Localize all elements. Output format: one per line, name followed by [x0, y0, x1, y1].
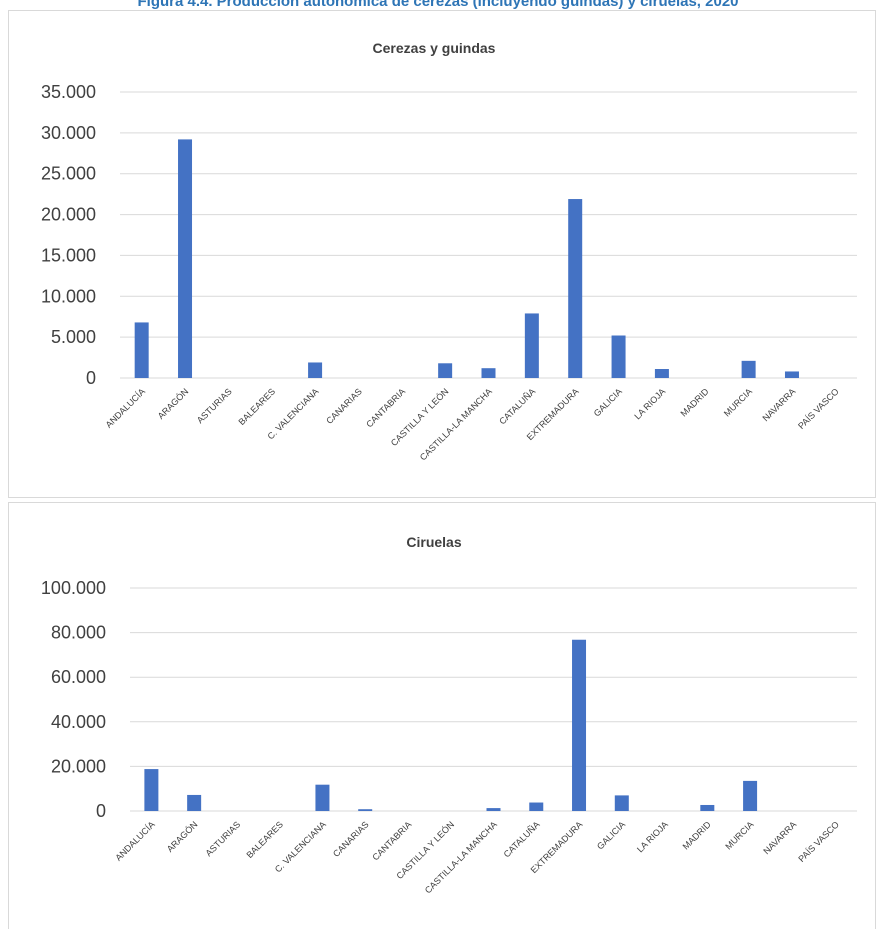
x-tick-label: LA RIOJA — [632, 386, 667, 421]
bar-murcia — [741, 360, 756, 378]
x-tick-label: ANDALUCÍA — [104, 386, 147, 429]
y-tick-label: 25.000 — [41, 164, 96, 184]
chart-title: Ciruelas — [406, 534, 461, 550]
bar-murcia — [743, 780, 758, 811]
bar-c-valenciana — [315, 784, 330, 811]
bar-cataluña — [524, 313, 539, 378]
bar-navarra — [784, 371, 799, 378]
bar-galicia — [614, 795, 629, 811]
chart-panel-cerezas: Cerezas y guindas 0 5.000 10.000 15.000 20.0… — [8, 10, 876, 498]
x-tick-label: CASTILLA-LA MANCHA — [418, 386, 494, 462]
x-tick-label: ARAGÓN — [156, 386, 191, 421]
bar-castilla-y-león — [438, 363, 453, 378]
x-tick-label: NAVARRA — [760, 386, 797, 423]
x-tick-label: PAÍS VASCO — [796, 386, 841, 431]
bar-andalucía — [144, 769, 159, 811]
x-tick-label: CASTILLA-LA MANCHA — [423, 819, 499, 895]
x-tick-label: ASTURIAS — [203, 819, 242, 858]
y-tick-label: 0 — [96, 801, 106, 821]
x-tick-label: ASTURIAS — [195, 386, 234, 425]
bar-c-valenciana — [308, 362, 323, 378]
x-tick-label: ARAGÓN — [165, 819, 200, 854]
x-tick-label: MADRID — [681, 819, 714, 852]
bar-aragón — [187, 794, 202, 811]
y-tick-label: 40.000 — [51, 712, 106, 732]
bar-la-rioja — [654, 369, 669, 378]
bar-canarias — [358, 809, 373, 811]
x-tick-label: CANTABRIA — [364, 386, 407, 429]
x-tick-label: NAVARRA — [761, 819, 798, 856]
x-tick-label: MADRID — [679, 386, 712, 419]
x-tick-label: PAÍS VASCO — [796, 819, 841, 864]
x-tick-label: CANTABRIA — [370, 819, 413, 862]
x-tick-label: LA RIOJA — [635, 819, 670, 854]
y-tick-label: 10.000 — [41, 286, 96, 306]
y-tick-label: 35.000 — [41, 82, 96, 102]
bar-andalucía — [134, 322, 149, 378]
bar-castilla-la-mancha — [481, 368, 496, 378]
y-tick-label: 15.000 — [41, 245, 96, 265]
bar-extremadura — [572, 639, 587, 811]
y-tick-label: 20.000 — [51, 756, 106, 776]
x-tick-label: GALICIA — [595, 819, 627, 851]
x-tick-label: CANARIAS — [324, 386, 364, 426]
bar-galicia — [611, 335, 626, 378]
x-tick-label: ANDALUCÍA — [113, 819, 156, 862]
y-tick-label: 100.000 — [41, 578, 106, 598]
y-tick-label: 5.000 — [51, 327, 96, 347]
x-tick-label: BALEARES — [236, 386, 277, 427]
x-tick-label: CATALUÑA — [497, 386, 537, 426]
y-tick-label: 30.000 — [41, 123, 96, 143]
x-tick-label: MURCIA — [723, 819, 755, 851]
y-tick-label: 0 — [86, 368, 96, 388]
chart-ciruelas: Ciruelas 0 20.000 40.000 60.000 80.000 100.00… — [41, 534, 857, 895]
figure-title: Figura 4.4. Producción autonómica de cer… — [137, 0, 739, 10]
x-tick-label: CANARIAS — [331, 819, 371, 859]
y-tick-label: 80.000 — [51, 623, 106, 643]
chart-cerezas: Cerezas y guindas 0 5.000 10.000 15.000 20.0… — [41, 40, 857, 462]
y-tick-label: 60.000 — [51, 667, 106, 687]
bar-madrid — [700, 804, 715, 811]
chart-panel-ciruelas: Ciruelas 0 20.000 40.000 60.000 80.000 100.00… — [8, 502, 876, 929]
bar-extremadura — [568, 199, 583, 378]
y-tick-label: 20.000 — [41, 205, 96, 225]
x-tick-label: MURCIA — [722, 386, 754, 418]
bar-aragón — [178, 139, 193, 378]
x-tick-label: BALEARES — [244, 819, 285, 860]
bar-castilla-la-mancha — [486, 808, 501, 811]
x-tick-label: GALICIA — [592, 386, 624, 418]
chart-title: Cerezas y guindas — [373, 40, 496, 56]
x-tick-label: CATALUÑA — [502, 819, 542, 859]
bar-cataluña — [529, 802, 544, 811]
